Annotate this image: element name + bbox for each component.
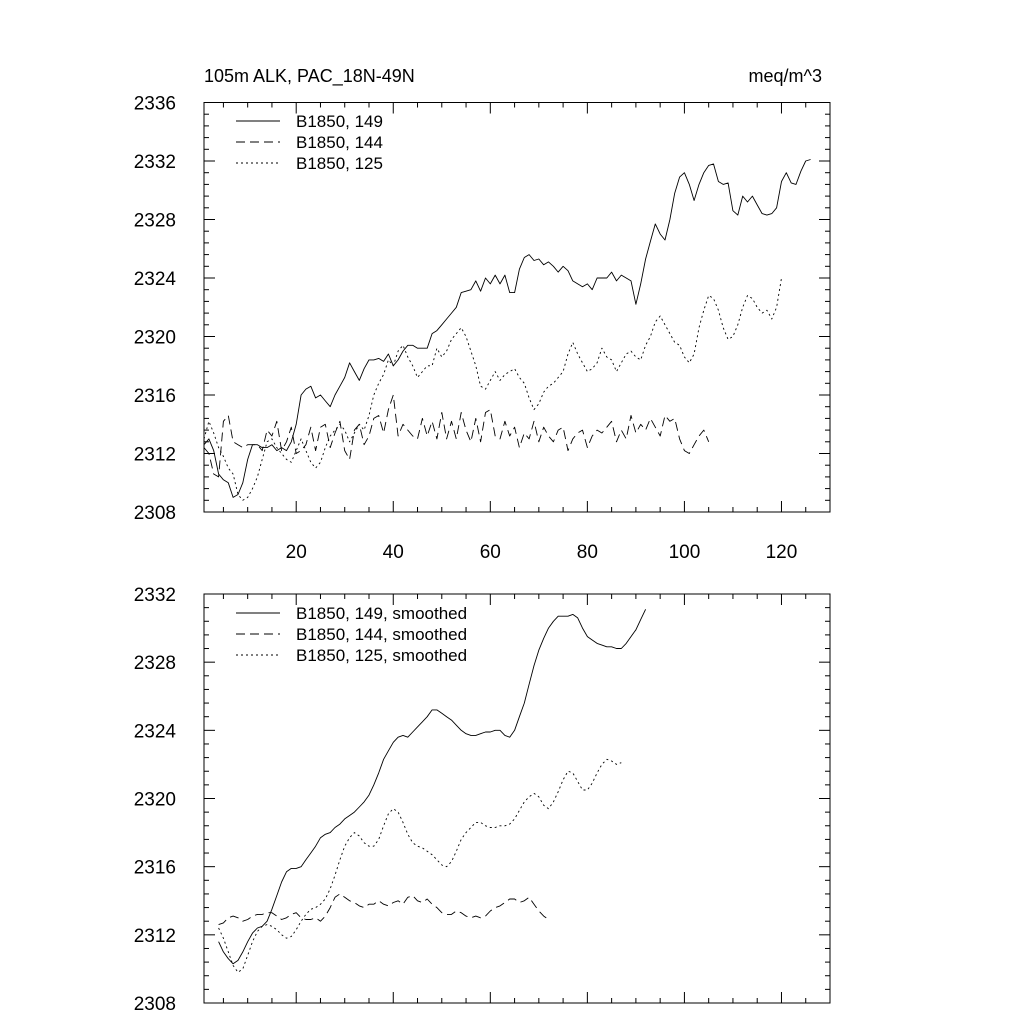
- top-legend-label-144: B1850, 144: [296, 133, 383, 152]
- top-x-tick-label: 100: [669, 542, 701, 563]
- top-y-tick-label: 2312: [134, 445, 176, 466]
- bottom-y-tick-label: 2328: [134, 653, 176, 674]
- top-series-line-2: [203, 394, 710, 478]
- bottom-series-line-2: [218, 893, 549, 926]
- bottom-panel: 2308 2312 2316 2320 2324 2328 2332 B1850, 149,…: [134, 585, 831, 1015]
- top-x-tick-labels: 20 40 60 80 100 120: [286, 542, 798, 563]
- top-x-tick-label: 80: [577, 542, 598, 563]
- top-x-tick-label: 40: [383, 542, 404, 563]
- top-x-tick-label: 60: [480, 542, 501, 563]
- bottom-axis-ticks: [204, 593, 830, 1004]
- top-y-tick-labels: 2308 2312 2316 2320 2324 2328 2332 2336: [134, 94, 177, 525]
- top-y-tick-label: 2316: [134, 386, 176, 407]
- top-panel: 105m ALK, PAC_18N-49N meq/m^3 2308231223…: [134, 66, 831, 563]
- bottom-data-lines: [218, 609, 647, 973]
- top-legend-label-125: B1850, 125: [296, 154, 383, 173]
- bottom-y-tick-labels: 2308 2312 2316 2320 2324 2328 2332: [134, 585, 177, 1015]
- top-legend-label-149: B1850, 149: [296, 112, 383, 131]
- top-legend: B1850, 149 B1850, 144 B1850, 125: [236, 112, 383, 173]
- bottom-y-tick-label: 2316: [134, 858, 176, 879]
- bottom-y-tick-label: 2324: [134, 721, 177, 742]
- top-y-tick-label: 2320: [134, 328, 176, 349]
- top-y-tick-label: 2324: [134, 269, 177, 290]
- bottom-y-tick-label: 2312: [134, 926, 176, 947]
- bottom-legend-label-149: B1850, 149, smoothed: [296, 604, 467, 623]
- bottom-series-line-3: [218, 758, 622, 973]
- top-axis-ticks: [204, 102, 830, 513]
- top-series-line-1: [203, 159, 811, 498]
- bottom-series-line-1: [218, 609, 647, 965]
- bottom-legend: B1850, 149, smoothed B1850, 144, smoothe…: [236, 604, 467, 665]
- bottom-legend-label-144: B1850, 144, smoothed: [296, 625, 467, 644]
- top-y-tick-label: 2336: [134, 94, 176, 115]
- top-x-tick-label: 120: [766, 542, 798, 563]
- bottom-y-tick-label: 2332: [134, 585, 176, 606]
- bottom-y-tick-label: 2308: [134, 994, 176, 1015]
- bottom-y-tick-label: 2320: [134, 790, 176, 811]
- top-series-line-3: [203, 277, 782, 501]
- top-data-lines: [203, 159, 811, 501]
- top-chart-units: meq/m^3: [749, 66, 822, 86]
- top-y-tick-label: 2328: [134, 211, 176, 232]
- bottom-legend-label-125: B1850, 125, smoothed: [296, 646, 467, 665]
- top-x-tick-label: 20: [286, 542, 307, 563]
- top-y-tick-label: 2332: [134, 152, 176, 173]
- top-plot-frame: [203, 102, 831, 513]
- top-y-tick-label: 2308: [134, 503, 176, 524]
- top-chart-title: 105m ALK, PAC_18N-49N: [204, 66, 415, 87]
